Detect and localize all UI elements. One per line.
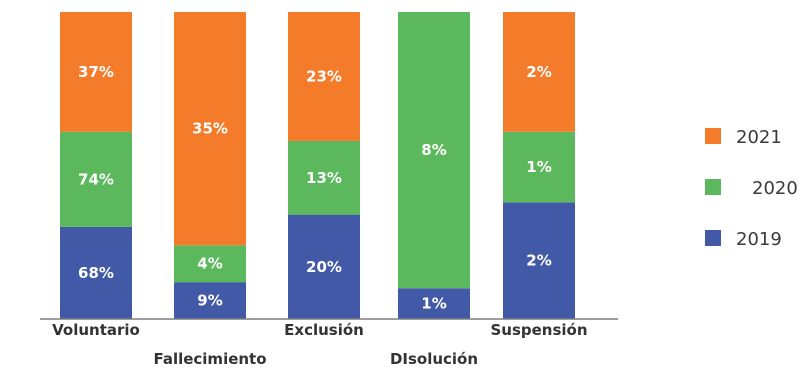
- data-label-exclusion-2019: 20%: [306, 258, 342, 276]
- legend-swatch-2019: [705, 230, 721, 246]
- legend: 2021 2020 2019: [705, 127, 798, 250]
- data-label-fallecimiento-2021: 35%: [192, 120, 228, 138]
- data-label-voluntario-2020: 74%: [78, 170, 114, 188]
- data-label-exclusion-2021: 23%: [306, 67, 342, 85]
- legend-swatch-2021: [705, 128, 721, 144]
- data-label-disolucion-2020: 8%: [421, 141, 446, 159]
- data-label-voluntario-2021: 37%: [78, 63, 114, 81]
- legend-label-2019: 2019: [736, 229, 782, 250]
- bar-segment-voluntario-2019: [60, 226, 132, 319]
- bar-segment-disolucion-2019: [398, 288, 470, 319]
- bar-segment-suspension-2021: [503, 12, 575, 132]
- data-label-fallecimiento-2020: 4%: [197, 255, 222, 273]
- bar-segment-voluntario-2021: [60, 12, 132, 132]
- legend-label-2021: 2021: [736, 127, 782, 148]
- data-label-suspension-2019: 2%: [526, 252, 551, 270]
- category-label-fallecimiento: Fallecimiento: [153, 350, 266, 368]
- data-label-fallecimiento-2019: 9%: [197, 292, 222, 310]
- category-label-exclusion: Exclusión: [284, 321, 364, 339]
- category-label-disolucion: DIsolución: [390, 350, 478, 368]
- data-label-voluntario-2019: 68%: [78, 264, 114, 282]
- data-label-disolucion-2019: 1%: [421, 295, 446, 313]
- bar-segment-suspension-2020: [503, 131, 575, 203]
- bar-segment-exclusion-2021: [288, 12, 360, 141]
- bar-segment-fallecimiento-2021: [174, 12, 246, 246]
- category-label-suspension: Suspensión: [490, 321, 587, 339]
- bar-segment-exclusion-2020: [288, 140, 360, 215]
- bar-segment-suspension-2019: [503, 202, 575, 319]
- bar-area: 68% 74% 37% 9% 4% 35% 20% 13% 23% 1% 8% 2% 1% 2%: [60, 12, 575, 319]
- bar-segment-fallecimiento-2020: [174, 245, 246, 283]
- category-label-voluntario: Voluntario: [52, 321, 140, 339]
- bar-segment-voluntario-2020: [60, 131, 132, 227]
- x-axis-labels: Voluntario Fallecimiento Exclusión DIsoluci…: [52, 321, 587, 368]
- bar-segment-fallecimiento-2019: [174, 282, 246, 319]
- legend-swatch-2020: [705, 179, 721, 195]
- legend-label-2020: 2020: [752, 178, 798, 199]
- data-label-exclusion-2020: 13%: [306, 169, 342, 187]
- bar-segment-disolucion-2020: [398, 12, 470, 289]
- bar-segment-exclusion-2019: [288, 214, 360, 319]
- data-label-suspension-2021: 2%: [526, 63, 551, 81]
- data-label-suspension-2020: 1%: [526, 158, 551, 176]
